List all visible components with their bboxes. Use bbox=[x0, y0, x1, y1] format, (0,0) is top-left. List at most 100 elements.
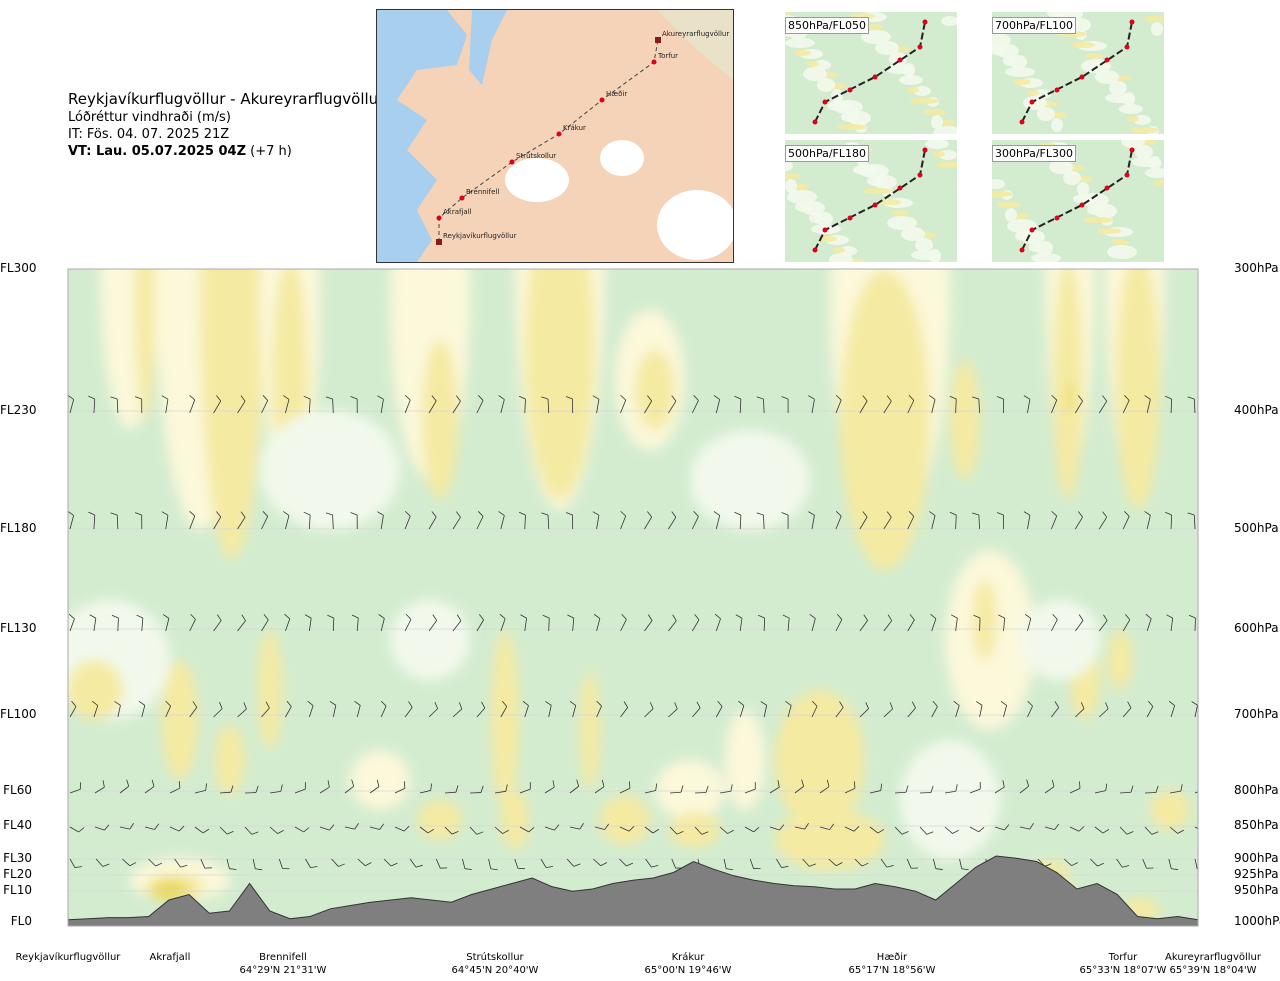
wind-barb bbox=[1142, 858, 1154, 869]
wind-barb bbox=[428, 511, 437, 530]
route-title: Reykjavíkurflugvöllur - Akureyrarflugvöl… bbox=[68, 90, 385, 108]
vertical-wind-cell bbox=[635, 350, 675, 430]
wind-barb bbox=[377, 395, 384, 414]
vertical-wind-cell bbox=[1150, 790, 1190, 830]
wind-barb bbox=[883, 614, 893, 632]
pressure-tick-label: 600hPa bbox=[1234, 621, 1279, 635]
waypoint-marker bbox=[651, 59, 657, 65]
wind-barb bbox=[444, 826, 459, 835]
vertical-wind-cell bbox=[418, 800, 462, 840]
wind-barb bbox=[476, 614, 484, 632]
wind-barb bbox=[452, 511, 461, 530]
wind-barb bbox=[1116, 858, 1130, 868]
wind-barb bbox=[756, 396, 765, 414]
wind-barb bbox=[452, 395, 461, 414]
wind-barb bbox=[734, 511, 742, 530]
wind-barb bbox=[307, 700, 314, 718]
wind-barb bbox=[919, 826, 934, 835]
location-coord: 65°00'N 19°46'W bbox=[644, 965, 732, 976]
location-name: Akureyrarflugvöllur bbox=[1165, 952, 1262, 963]
wind-barb bbox=[569, 779, 580, 794]
wind-barb bbox=[70, 269, 71, 270]
wind-barb bbox=[1019, 822, 1034, 830]
wind-barb bbox=[1194, 858, 1198, 870]
wind-barb bbox=[498, 511, 505, 530]
wind-barb bbox=[540, 858, 553, 869]
wind-barb bbox=[809, 614, 816, 632]
wind-barb bbox=[462, 858, 472, 870]
wind-barb bbox=[325, 396, 334, 414]
vertical-wind-cell bbox=[390, 600, 470, 680]
wind-barb bbox=[808, 511, 815, 530]
wind-barb bbox=[1094, 783, 1108, 794]
location-label: Akrafjall bbox=[150, 951, 191, 964]
vertical-wind-cell bbox=[670, 812, 720, 848]
wind-barb bbox=[162, 614, 170, 632]
wind-barb bbox=[1194, 791, 1198, 794]
wind-barb bbox=[819, 823, 835, 830]
vertical-wind-cell bbox=[580, 670, 600, 790]
wind-barb bbox=[89, 614, 97, 632]
wind-barb bbox=[828, 858, 843, 867]
wind-barb bbox=[1144, 785, 1159, 794]
wind-barb bbox=[668, 702, 678, 718]
wind-barb bbox=[213, 702, 223, 718]
wind-barb bbox=[184, 269, 186, 270]
wind-barb bbox=[668, 614, 677, 632]
wind-barb bbox=[738, 700, 745, 718]
wind-barb bbox=[965, 269, 966, 270]
wind-barb bbox=[144, 823, 160, 830]
wind-barb bbox=[785, 700, 792, 718]
wind-barb bbox=[350, 396, 358, 414]
wind-barb bbox=[452, 614, 462, 632]
pressure-tick-label: 700hPa bbox=[1234, 707, 1279, 721]
wind-barb bbox=[592, 858, 608, 867]
wind-barb bbox=[114, 701, 121, 718]
wind-barb bbox=[619, 781, 631, 794]
fl-tick-label: FL20 bbox=[3, 867, 32, 881]
wind-barb bbox=[213, 511, 222, 530]
wind-barb bbox=[1146, 700, 1154, 718]
wind-barb bbox=[111, 614, 119, 632]
wind-barb bbox=[253, 269, 255, 270]
wind-barb bbox=[161, 511, 169, 530]
wind-barb bbox=[1069, 781, 1081, 794]
waypoint-marker bbox=[436, 215, 442, 221]
wind-barb bbox=[304, 614, 312, 632]
fl-tick-label: FL0 bbox=[10, 914, 32, 928]
wind-barb bbox=[213, 395, 222, 414]
vertical-wind-cell bbox=[258, 630, 282, 750]
mini-map-850: 850hPa/FL050 bbox=[785, 12, 957, 134]
wind-barb bbox=[1069, 826, 1085, 832]
wind-barb bbox=[883, 511, 892, 530]
wind-barb bbox=[345, 269, 346, 270]
location-name: Krákur bbox=[671, 952, 705, 963]
wind-barb bbox=[276, 269, 278, 270]
wind-barb bbox=[94, 780, 105, 794]
pressure-tick-label: 500hPa bbox=[1234, 521, 1279, 535]
wind-barb bbox=[1119, 785, 1134, 794]
waypoint-label: Akrafjall bbox=[443, 208, 472, 216]
pressure-tick-label: 300hPa bbox=[1234, 261, 1279, 275]
wind-barb bbox=[794, 823, 809, 830]
wind-barb bbox=[544, 824, 560, 831]
wind-barb bbox=[428, 702, 439, 718]
wind-barb bbox=[907, 701, 916, 718]
wind-barb bbox=[714, 613, 721, 632]
route-waypoints: Reykjavíkurflugvöllur Akrafjall Brennifell… bbox=[436, 30, 729, 245]
wind-barb bbox=[1074, 614, 1084, 632]
wind-barb bbox=[469, 785, 484, 794]
pressure-tick-label: 925hPa bbox=[1234, 867, 1279, 881]
wind-barb bbox=[134, 512, 143, 530]
wind-barb bbox=[322, 269, 323, 270]
wind-barb bbox=[1027, 700, 1033, 718]
wind-barb bbox=[122, 858, 137, 867]
wind-barb bbox=[189, 613, 196, 632]
wind-barb bbox=[545, 701, 552, 718]
wind-barb bbox=[68, 511, 75, 530]
wind-barb bbox=[594, 823, 610, 830]
wind-barb bbox=[1122, 701, 1132, 718]
wind-barb bbox=[973, 614, 981, 632]
wind-barb bbox=[594, 779, 605, 794]
wind-barb bbox=[344, 823, 359, 830]
